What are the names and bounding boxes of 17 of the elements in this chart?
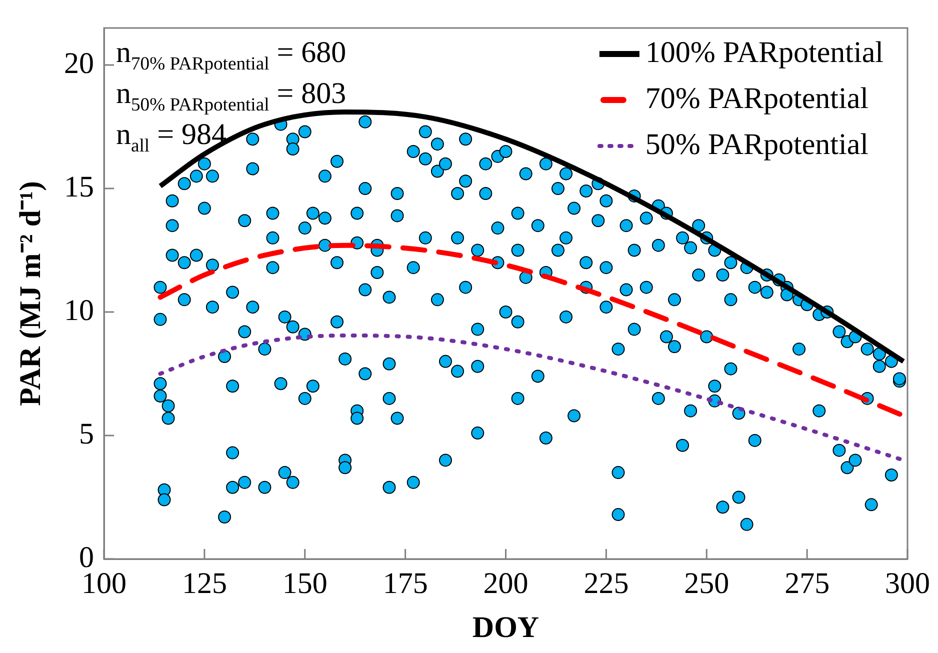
x-tick-label: 275 [784, 566, 830, 600]
x-tick-label: 150 [282, 566, 328, 600]
x-axis-title: DOY [472, 610, 540, 644]
y-tick-label: 10 [64, 294, 94, 327]
x-tick-label: 225 [584, 566, 629, 600]
x-tick-label: 200 [483, 566, 528, 600]
x-tick-label: 125 [182, 566, 227, 600]
y-tick-label: 20 [64, 46, 94, 80]
x-tick-label: 250 [684, 566, 730, 600]
x-tick-label: 175 [382, 566, 428, 600]
y-axis-title: PAR (MJ m⁻² d⁻¹) [14, 181, 47, 406]
legend-label: 100% PARpotential [645, 36, 884, 69]
y-tick-label: 5 [79, 417, 94, 450]
legend-label: 50% PARpotential [645, 128, 869, 161]
legend-label: 70% PARpotential [645, 82, 869, 115]
x-tick-label: 300 [885, 566, 930, 600]
y-tick-label: 15 [64, 170, 94, 204]
